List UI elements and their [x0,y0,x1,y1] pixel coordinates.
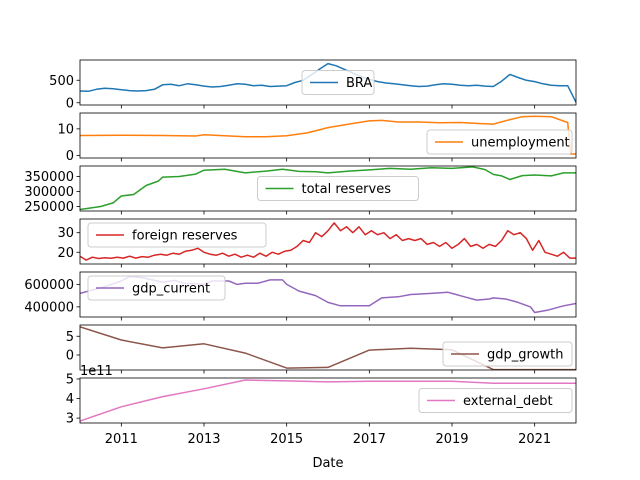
series-line-external_debt [80,379,576,422]
x-tick-label: 2019 [435,432,468,447]
series-line-foreign reserves [80,222,576,261]
axis-frame [79,271,577,318]
y-tick-label: 30 [57,226,74,241]
y-tick-label: 0 [66,149,74,164]
legend: foreign reserves [87,222,267,248]
legend: gdp_current [87,275,226,301]
y-tick-label: 400000 [24,300,74,315]
legend-label: BRA [346,76,372,91]
y-tick-label: 5 [66,372,74,387]
subplot-gdp-growth: 0 5 gdp_growth [66,324,577,374]
legend-label: foreign reserves [132,229,238,244]
y-tick-label: 600000 [24,278,74,293]
legend: unemployment [426,129,573,155]
legend: external_debt [418,388,573,413]
legend-label: total reserves [302,182,392,197]
subplot-unemployment: 0 10 unemployment [57,112,577,164]
legend-box [442,341,573,367]
y-tick-label: 0 [66,349,74,364]
y-tick-label: 4 [66,392,74,407]
axis-frame [79,218,577,265]
y-tick-label: 20 [57,246,74,261]
subplots-group: 0 500 BRA 0 10 unemployment 250000300000350000… [24,59,577,427]
legend-label: external_debt [463,394,553,409]
x-axis: 2011 2013 2015 2017 2019 2021 [105,432,551,447]
subplot-foreign-reserves: 20 30 foreign reserves [57,218,577,268]
axis-frame [79,59,577,106]
series-line-total reserves [80,166,576,211]
legend-box [87,222,267,248]
legend-box [418,388,573,413]
axis-frame [79,165,577,212]
subplot-external-debt: 3 4 5 1e11 external_debt [66,364,577,427]
x-tick-label: 2011 [105,432,138,447]
legend-label: gdp_current [132,282,210,297]
y-tick-label: 0 [66,96,74,111]
legend: BRA [301,70,375,95]
y-tick-label: 350000 [24,170,74,185]
legend-box [426,129,573,155]
series-line-unemployment [80,115,576,155]
subplot-gdp-current: 400000 600000 gdp_current [24,271,577,321]
y-tick-label: 300000 [24,185,74,200]
x-axis-label: Date [312,456,343,471]
axis-frame [79,324,577,371]
series-line-BRA [80,62,576,103]
legend-label: gdp_growth [487,348,564,363]
y-tick-label: 5 [66,330,74,345]
y-tick-label: 500 [49,74,74,89]
y-offset-label: 1e11 [80,364,113,379]
y-tick-label: 3 [66,412,74,427]
x-tick-label: 2021 [518,432,551,447]
x-tick-label: 2013 [187,432,220,447]
axis-frame [79,112,577,159]
x-tick-label: 2015 [270,432,303,447]
legend-box [87,275,226,301]
x-tick-label: 2017 [353,432,386,447]
axis-frame [79,377,577,424]
legend: gdp_growth [442,341,573,367]
legend-box [257,176,419,201]
legend-label: unemployment [471,136,570,151]
subplot-bra: 0 500 BRA [49,59,577,111]
y-tick-label: 10 [57,122,74,137]
legend: total reserves [257,176,419,201]
y-tick-label: 250000 [24,200,74,215]
